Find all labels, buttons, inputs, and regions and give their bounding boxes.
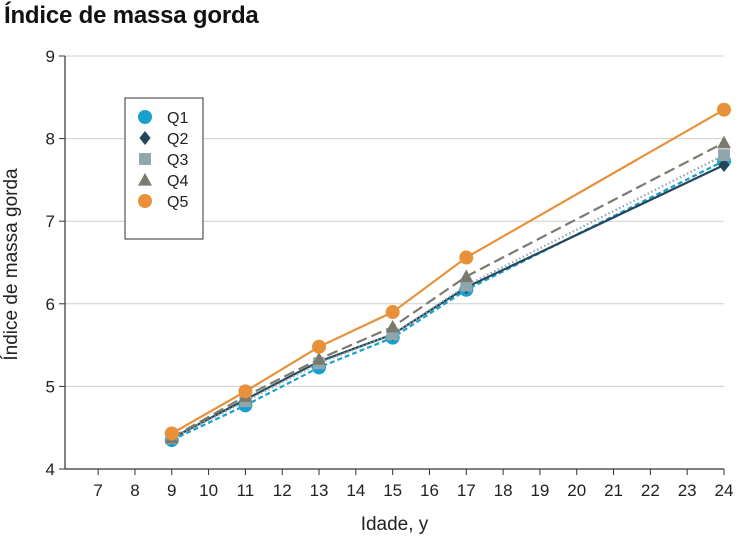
x-tick-label: 23 <box>678 481 697 500</box>
data-point-q3 <box>460 279 473 292</box>
legend-marker-q2 <box>139 131 151 145</box>
data-point-q5 <box>717 102 731 117</box>
legend-marker-q5 <box>138 194 152 208</box>
x-tick-label: 21 <box>604 481 623 500</box>
y-tick-label: 5 <box>46 377 55 396</box>
y-tick-label: 6 <box>46 295 55 314</box>
x-tick-label: 8 <box>130 481 139 500</box>
data-point-q4 <box>459 269 474 283</box>
data-point-q5 <box>459 250 474 265</box>
x-tick-label: 15 <box>383 481 402 500</box>
x-tick-label: 18 <box>494 481 513 500</box>
data-point-q3 <box>718 149 730 162</box>
y-axis-label: Índice de massa gorda <box>1 168 22 361</box>
data-point-q3 <box>386 328 399 341</box>
data-point-q5 <box>385 305 400 320</box>
series-line-q3 <box>171 154 725 440</box>
series-line-q5 <box>171 108 725 435</box>
x-tick-label: 11 <box>237 481 255 500</box>
legend-label-q4: Q4 <box>167 173 188 190</box>
series-line-q1 <box>171 159 725 442</box>
legend-label-q1: Q1 <box>167 110 188 127</box>
axes <box>59 55 725 475</box>
legend-label-q3: Q3 <box>167 152 188 169</box>
data-point-q5 <box>238 384 253 399</box>
data-point-q4 <box>312 352 327 365</box>
x-tick-label: 9 <box>167 481 176 500</box>
data-point-q2 <box>718 158 730 173</box>
y-tick-label: 4 <box>46 460 55 479</box>
series-lines <box>171 108 725 442</box>
data-point-q5 <box>164 426 179 441</box>
x-tick-label: 7 <box>93 481 102 500</box>
x-tick-labels: 7 8 9 10 11 12 13 14 15 16 17 18 19 20 21 22 23 24 <box>93 481 733 500</box>
y-tick-labels: 4 5 6 7 8 9 <box>46 47 55 479</box>
x-tick-label: 22 <box>641 481 660 500</box>
y-tick-label: 9 <box>46 47 55 66</box>
x-tick-label: 16 <box>420 481 439 500</box>
x-axis-label: Idade, y <box>361 514 429 535</box>
x-tick-label: 13 <box>310 481 329 500</box>
x-tick-label: 12 <box>273 481 292 500</box>
y-tick-label: 7 <box>46 212 55 231</box>
x-tick-label: 14 <box>346 481 365 500</box>
legend-marker-q4 <box>138 173 152 186</box>
legend-label-q2: Q2 <box>167 131 188 148</box>
legend-label-q5: Q5 <box>167 194 188 211</box>
y-tick-label: 8 <box>46 130 55 149</box>
data-point-q4 <box>385 319 400 333</box>
chart-title: Índice de massa gorda <box>4 2 259 29</box>
x-tick-label: 17 <box>457 481 476 500</box>
x-tick-label: 24 <box>715 481 734 500</box>
series-markers <box>164 102 731 448</box>
x-tick-label: 10 <box>199 481 218 500</box>
legend: Q1 Q2 Q3 Q4 Q5 <box>124 97 204 240</box>
legend-box <box>124 97 204 240</box>
data-point-q5 <box>312 339 327 354</box>
legend-marker-q3 <box>139 153 151 165</box>
x-tick-label: 20 <box>567 481 586 500</box>
legend-marker-q1 <box>138 110 152 124</box>
data-point-q4 <box>717 135 731 149</box>
series-line-q4 <box>171 141 725 439</box>
x-tick-label: 19 <box>530 481 549 500</box>
